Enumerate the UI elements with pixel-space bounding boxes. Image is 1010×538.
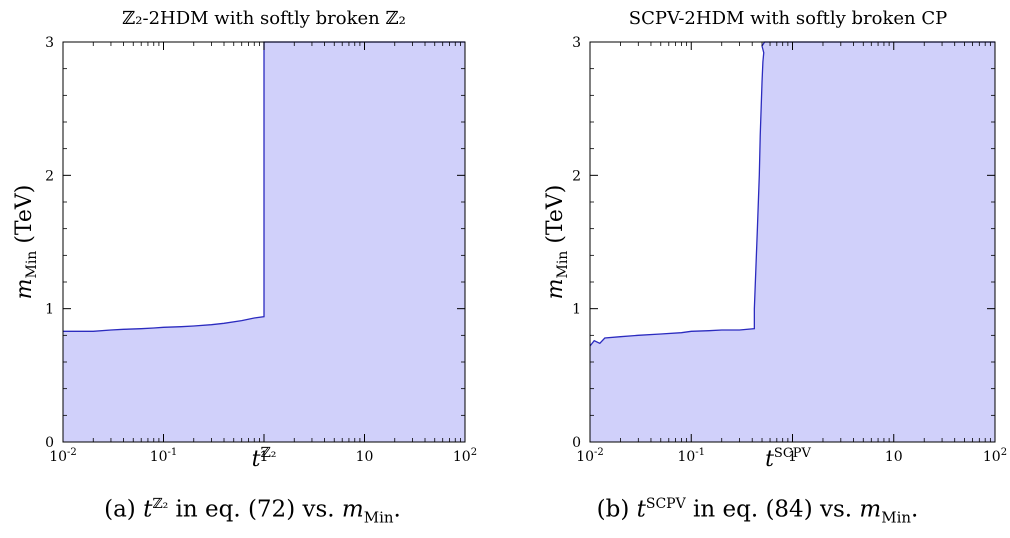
- chart-a-xlabel: tℤ₂: [252, 445, 277, 472]
- y-tick-label: 0: [45, 435, 54, 451]
- caption-b: (b) tSCPV in eq. (84) vs. mMin.: [505, 496, 1010, 526]
- x-tick-label: 10-2: [576, 447, 604, 465]
- x-tick-label: 102: [983, 447, 1007, 465]
- boundary-line: [589, 41, 995, 347]
- y-tick-label: 2: [572, 168, 581, 184]
- x-tick-label: 10-1: [150, 447, 178, 465]
- chart-b-ylabel: mMin (TeV): [543, 185, 571, 300]
- figure-panel-b: SCPV-2HDM with softly broken CP 10-2 10-1…: [505, 0, 1010, 538]
- chart-b-title: SCPV-2HDM with softly broken CP: [629, 8, 947, 29]
- y-tick-label: 2: [45, 168, 54, 184]
- chart-a-ylabel: mMin (TeV): [12, 185, 40, 300]
- x-tick-label: 10: [885, 449, 903, 465]
- chart-a-title: ℤ₂-2HDM with softly broken ℤ₂: [122, 8, 406, 29]
- caption-a-var: t: [143, 496, 153, 523]
- caption-a-tag: (a): [104, 496, 136, 523]
- x-tick-label: 10: [356, 449, 374, 465]
- y-tick-label: 1: [45, 302, 54, 318]
- figure-panel-a: ℤ₂-2HDM with softly broken ℤ₂ 10-2 10-1 1 1…: [0, 8, 505, 526]
- chart-b-svg: SCPV-2HDM with softly broken CP 10-2 10-1…: [543, 8, 1007, 472]
- y-tick-label: 0: [572, 435, 581, 451]
- allowed-region-fill: [590, 42, 995, 442]
- x-tick-label: 102: [453, 447, 477, 465]
- caption-b-var-sup: SCPV: [645, 496, 686, 512]
- y-tick-label: 1: [572, 302, 581, 318]
- caption-b-msub: Min: [881, 508, 912, 527]
- caption-a-msub: Min: [363, 508, 394, 527]
- caption-b-end: .: [911, 496, 919, 523]
- caption-b-var: t: [636, 496, 646, 523]
- chart-a-plot: 10-2 10-1 1 10 102 0 1 2 3: [45, 35, 477, 465]
- chart-b-xlabel: tSCPV: [765, 446, 811, 472]
- caption-b-m: m: [859, 496, 882, 523]
- x-tick-label: 1: [788, 449, 797, 465]
- caption-a-text: in eq. (72) vs.: [168, 496, 342, 523]
- chart-a-svg: ℤ₂-2HDM with softly broken ℤ₂ 10-2 10-1 1 1…: [12, 8, 477, 472]
- caption-a-var-sup: ℤ₂: [152, 496, 169, 512]
- boundary-line: [63, 41, 465, 332]
- caption-a-end: .: [393, 496, 401, 523]
- caption-a-m: m: [341, 496, 364, 523]
- caption-b-text: in eq. (84) vs.: [685, 496, 860, 523]
- x-tick-label: 10-1: [677, 447, 705, 465]
- caption-b-tag: (b): [596, 496, 630, 523]
- y-tick-label: 3: [572, 35, 581, 51]
- caption-a: (a) tℤ₂ in eq. (72) vs. mMin.: [0, 496, 505, 526]
- chart-b-plot: 10-2 10-1 1 10 102 0 1 2 3: [572, 35, 1007, 465]
- x-tick-label: 10-2: [49, 447, 77, 465]
- y-tick-label: 3: [45, 35, 54, 51]
- x-tick-label: 1: [260, 449, 269, 465]
